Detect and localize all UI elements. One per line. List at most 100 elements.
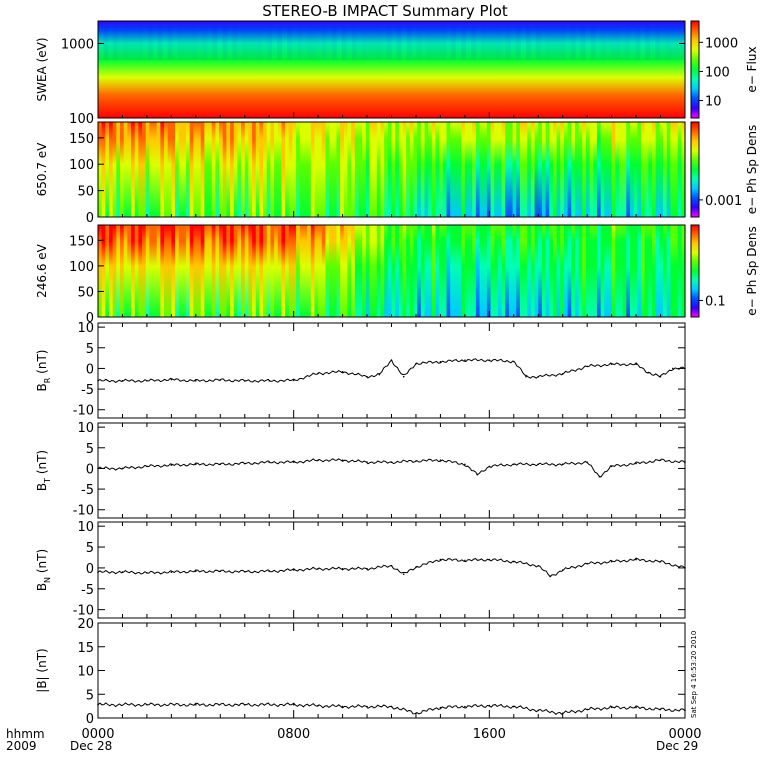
heatmap-column: [373, 225, 378, 317]
heatmap-column: [186, 122, 191, 217]
heatmap-column: [461, 225, 466, 317]
heatmap-column: [197, 225, 202, 317]
heatmap-column: [538, 122, 543, 217]
heatmap-column: [512, 122, 517, 217]
heatmap-column: [277, 225, 283, 317]
heatmap-column: [677, 225, 682, 317]
data-point: [268, 570, 271, 573]
heatmap-swea-stripe: [406, 25, 412, 60]
heatmap-column: [281, 225, 286, 317]
heatmap-swea-stripe: [575, 25, 581, 60]
heatmap-swea-stripe: [217, 25, 223, 60]
heatmap-swea-stripe: [316, 25, 322, 60]
heatmap-column: [178, 122, 183, 217]
heatmap-column: [395, 122, 400, 217]
heatmap-column: [494, 122, 499, 217]
heatmap-column: [299, 122, 305, 217]
heatmap-swea-stripe: [486, 25, 491, 60]
panel-frame: [97, 622, 686, 719]
heatmap-column: [607, 225, 613, 317]
panel-frame: [97, 322, 686, 419]
heatmap-column: [167, 225, 172, 317]
heatmap-column: [336, 225, 341, 317]
panel-pad246: 150 100 50 0 246.6 eV: [35, 224, 686, 326]
data-point: [464, 463, 466, 466]
heatmap-swea-stripe: [157, 25, 163, 60]
data-point: [341, 705, 344, 708]
heatmap-column: [109, 225, 114, 317]
heatmap-column: [505, 225, 510, 317]
data-point: [97, 571, 99, 573]
y-tick-label: 5: [86, 342, 94, 357]
heatmap-swea-stripe: [117, 25, 123, 60]
heatmap-column: [629, 225, 635, 317]
data-point: [244, 380, 246, 382]
heatmap-column: [263, 122, 268, 217]
heatmap-column: [582, 225, 587, 317]
data-point: [195, 380, 197, 382]
data-point: [464, 705, 466, 708]
heatmap-column: [501, 122, 506, 217]
heatmap-column: [391, 122, 396, 217]
heatmap-column: [200, 122, 205, 217]
heatmap-swea-stripe: [481, 25, 487, 60]
heatmap-column: [171, 122, 176, 217]
heatmap-column: [255, 122, 261, 217]
heatmap-column: [252, 225, 257, 317]
heatmap-column: [589, 122, 594, 217]
colorbar-swea: 1000 100 10 e− Flux: [690, 20, 759, 119]
colorbar-gradient: [690, 121, 700, 218]
heatmap-column: [98, 225, 103, 317]
heatmap-column: [571, 225, 576, 317]
heatmap-swea-stripe: [490, 25, 496, 60]
heatmap-column: [266, 225, 272, 317]
heatmap-column: [417, 122, 422, 217]
heatmap-column: [681, 225, 686, 317]
data-point: [292, 379, 295, 382]
heatmap-swea-stripe: [277, 25, 283, 60]
data-point: [610, 706, 613, 709]
heatmap-swea: [98, 21, 685, 118]
data-point: [439, 361, 442, 363]
y-axis-label: BT (nT): [35, 450, 52, 491]
heatmap-column: [574, 225, 580, 317]
data-point: [439, 558, 442, 561]
data-point: [390, 565, 393, 567]
heatmap-column: [285, 225, 290, 317]
heatmap-column: [424, 225, 429, 317]
heatmap-column: [307, 225, 312, 317]
heatmap-column: [633, 225, 638, 317]
data-point: [146, 572, 148, 574]
heatmap-column: [604, 122, 609, 217]
data-point: [476, 473, 478, 476]
heatmap-column: [321, 122, 327, 217]
heatmap-column: [534, 122, 539, 217]
panel-br: 10 5 0 -5 -10 BR (nT): [35, 321, 686, 419]
heatmap-swea-stripe: [197, 25, 203, 60]
heatmap-swea-stripe: [356, 25, 362, 60]
heatmap-column: [534, 225, 539, 317]
data-point: [659, 560, 662, 563]
y-tick-label: -10: [73, 404, 94, 419]
data-point: [513, 463, 515, 466]
heatmap-column: [479, 225, 484, 317]
heatmap-column: [420, 122, 426, 217]
heatmap-column: [651, 122, 657, 217]
heatmap-swea-stripe: [336, 25, 342, 60]
data-point: [244, 462, 246, 465]
heatmap-column: [303, 225, 308, 317]
data-point: [488, 558, 491, 561]
heatmap-swea-stripe: [605, 25, 611, 60]
colorbar-label: e− Ph Sp Dens: [745, 226, 759, 315]
heatmap-column: [116, 122, 121, 217]
heatmap-column: [626, 122, 631, 217]
heatmap-column: [523, 225, 528, 317]
data-point: [292, 461, 295, 464]
x-tick-label: 0000: [81, 727, 114, 742]
data-point: [549, 575, 552, 578]
heatmap-column: [545, 225, 550, 317]
heatmap-column: [501, 225, 506, 317]
heatmap-swea-stripe: [232, 25, 238, 60]
